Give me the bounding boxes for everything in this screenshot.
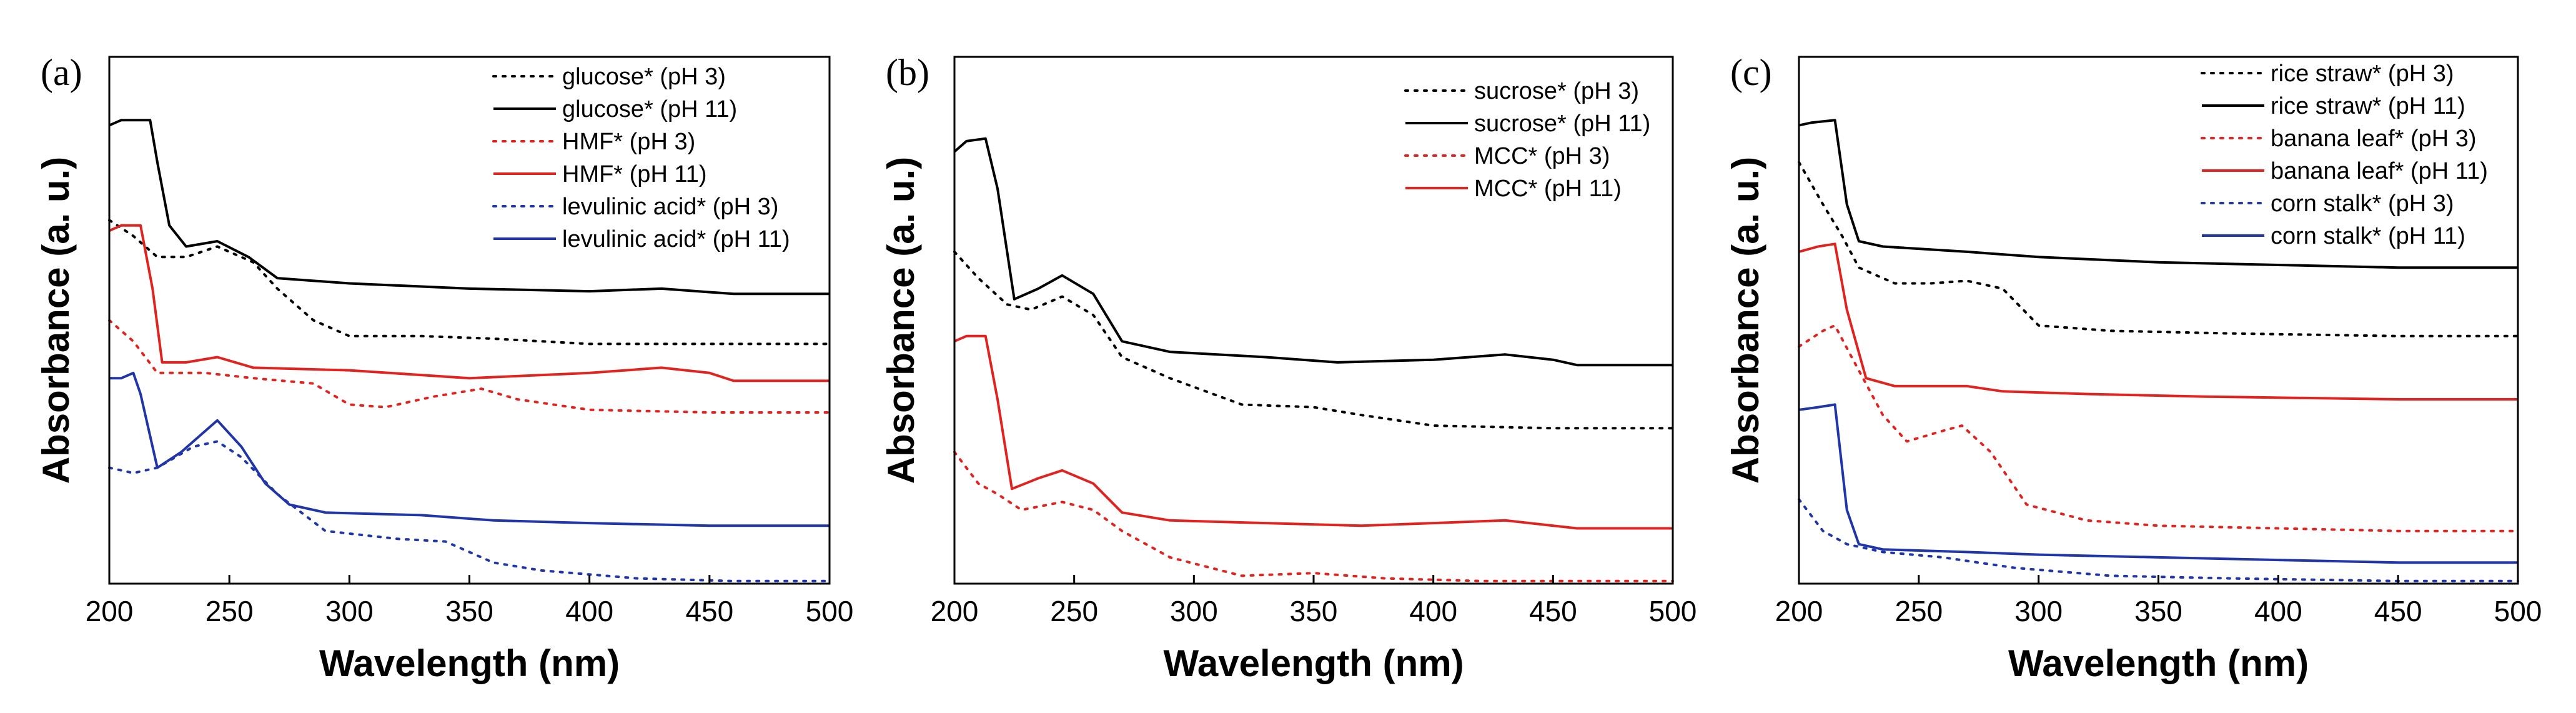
panel-label: (a) [41,52,82,93]
x-tick-label: 250 [1050,595,1098,627]
series-line [1798,403,2518,564]
panel-label: (c) [1730,52,1772,93]
chart-panel-0: 200 250 300 350 400 450 500 Absorbance (a. u.) W… [35,52,853,684]
legend-label: MCC* (pH 11) [1474,176,1622,202]
x-axis-title: Wavelength (nm) [1163,642,1464,684]
legend: sucrose* (pH 3) sucrose* (pH 11) MCC* (pH … [1404,78,1650,202]
x-axis-title: Wavelength (nm) [319,642,620,684]
legend-label: glucose* (pH 11) [562,96,737,122]
series-line [1798,119,2518,269]
legend-label: glucose* (pH 3) [562,64,726,90]
x-tick-label: 400 [1409,595,1457,627]
x-tick-label: 250 [206,595,254,627]
x-tick-label: 400 [565,595,613,627]
x-tick-label: 350 [1290,595,1338,627]
x-tick-label: 200 [1775,595,1823,627]
series-line [954,334,1673,530]
series-line [953,137,1673,367]
chart-panel-2: 200 250 300 350 400 450 500 Absorbance (a. u.) W… [1725,52,2542,684]
x-tick-label: 200 [931,595,979,627]
series-line [1798,242,2518,401]
legend-label: rice straw* (pH 11) [2271,93,2465,119]
legend-label: banana leaf* (pH 3) [2271,126,2477,152]
x-tick-label: 450 [1529,595,1577,627]
legend-label: banana leaf* (pH 11) [2271,158,2488,184]
series-line [953,451,1674,582]
chart-panel-1: 200 250 300 350 400 450 500 Absorbance (a. u.) W… [880,52,1697,684]
legend-label: MCC* (pH 3) [1474,143,1610,169]
x-tick-label: 400 [2254,595,2302,627]
series-line [1798,498,2519,582]
x-tick-label: 200 [86,595,134,627]
series-line [109,119,830,296]
x-tick-label: 450 [685,595,733,627]
legend-label: rice straw* (pH 3) [2271,61,2454,87]
series-line [109,224,830,382]
legend: glucose* (pH 3) glucose* (pH 11) HMF* (pH … [492,64,790,252]
series-line [108,319,831,414]
x-tick-label: 450 [2374,595,2422,627]
x-tick-label: 500 [1649,595,1697,627]
x-tick-label: 300 [325,595,374,627]
x-tick-label: 250 [1895,595,1943,627]
x-axis-title: Wavelength (nm) [2008,642,2309,684]
legend-label: HMF* (pH 3) [562,129,695,155]
series-line [1798,161,2519,337]
series-line [108,440,831,582]
legend-label: sucrose* (pH 11) [1474,111,1650,137]
x-tick-label: 300 [2014,595,2063,627]
y-axis-title: Absorbance (a. u.) [1725,157,1766,484]
legend-label: levulinic acid* (pH 3) [562,194,778,220]
series-line [953,250,1674,430]
x-tick-label: 500 [2494,595,2542,627]
series-line [1798,324,2519,532]
y-axis-title: Absorbance (a. u.) [880,157,922,484]
x-tick-label: 500 [806,595,854,627]
plot-frame [108,56,831,585]
panel-label: (b) [886,52,929,93]
legend-label: corn stalk* (pH 11) [2271,223,2465,249]
y-axis-title: Absorbance (a. u.) [35,157,77,484]
x-tick-label: 350 [445,595,493,627]
series-line [109,371,830,527]
x-tick-label: 300 [1170,595,1218,627]
series-line [108,219,831,346]
legend-label: levulinic acid* (pH 11) [562,226,790,252]
legend-label: sucrose* (pH 3) [1474,78,1639,104]
legend: rice straw* (pH 3) rice straw* (pH 11) ban… [2201,61,2488,249]
legend-label: corn stalk* (pH 3) [2271,191,2454,217]
x-tick-label: 350 [2134,595,2182,627]
legend-label: HMF* (pH 11) [562,161,707,187]
